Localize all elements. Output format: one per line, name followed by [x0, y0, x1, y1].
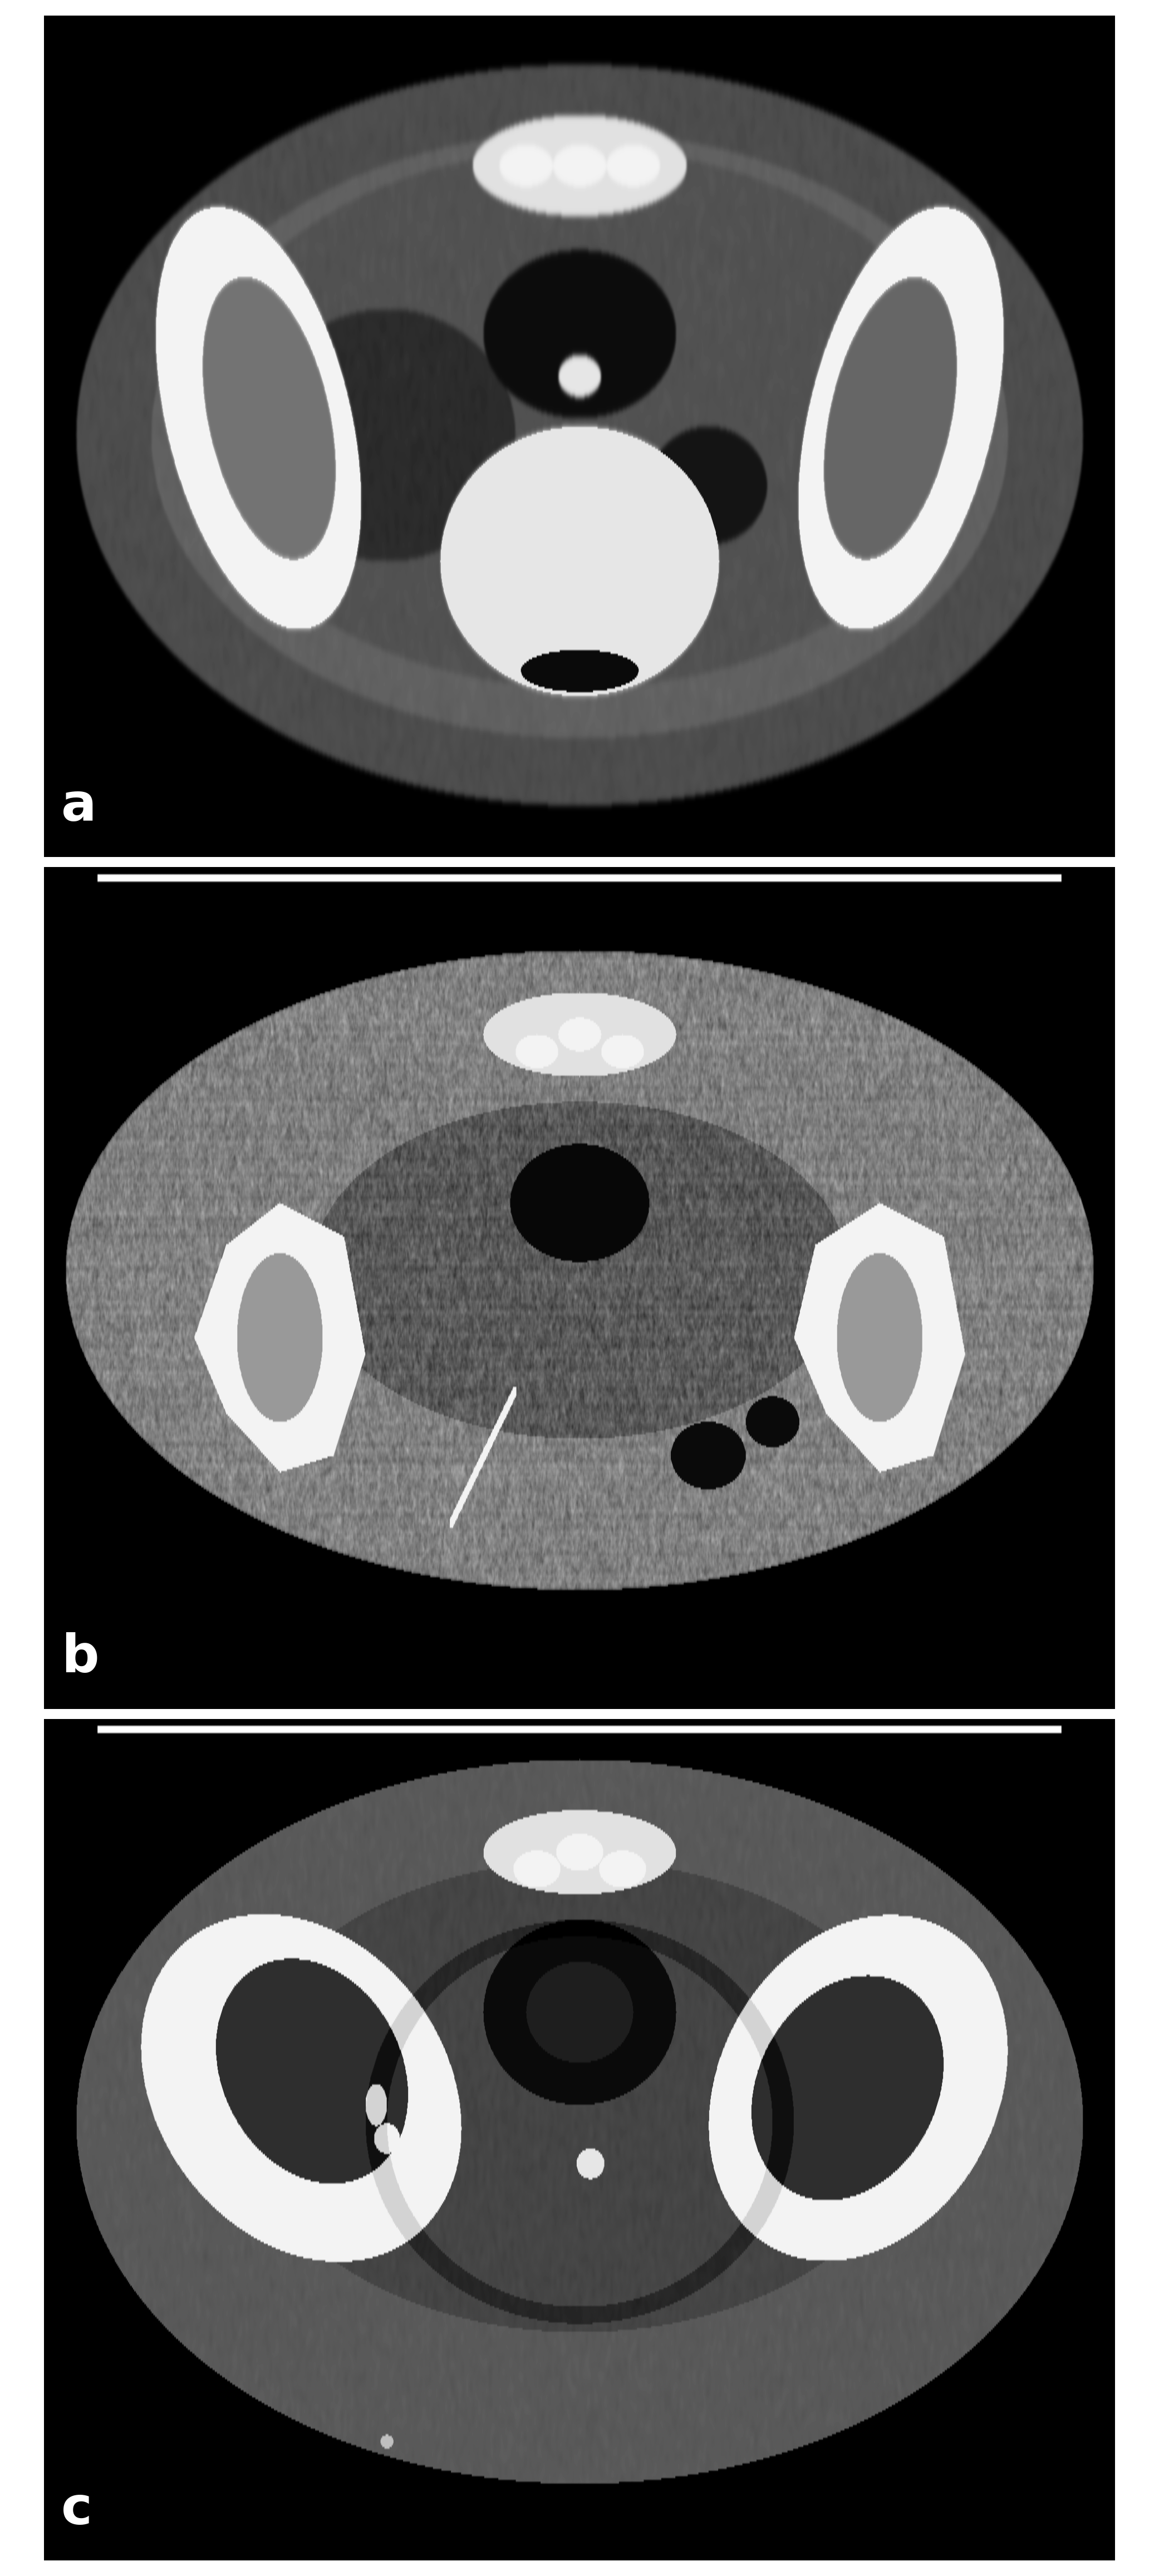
Text: a: a [61, 781, 96, 832]
Text: c: c [61, 2483, 93, 2535]
Text: b: b [61, 1633, 99, 1685]
